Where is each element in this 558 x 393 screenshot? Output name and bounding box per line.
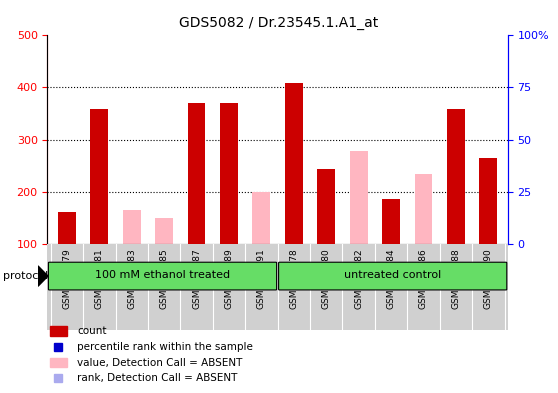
- Bar: [58, 212, 76, 244]
- Text: protocol: protocol: [3, 271, 48, 281]
- Text: GSM1176781: GSM1176781: [95, 248, 104, 309]
- Text: GSM1176788: GSM1176788: [451, 248, 460, 309]
- Bar: [50, 358, 67, 367]
- Text: value, Detection Call = ABSENT: value, Detection Call = ABSENT: [78, 358, 243, 367]
- Text: percentile rank within the sample: percentile rank within the sample: [78, 342, 253, 352]
- Bar: [220, 103, 238, 244]
- Bar: [50, 326, 67, 336]
- Text: GSM1176786: GSM1176786: [419, 248, 428, 309]
- Bar: [479, 158, 497, 244]
- Text: count: count: [78, 326, 107, 336]
- Text: GSM1176780: GSM1176780: [322, 248, 331, 309]
- Text: GSM1176784: GSM1176784: [387, 248, 396, 309]
- Bar: [318, 169, 335, 244]
- Polygon shape: [38, 266, 48, 286]
- Text: GSM1176783: GSM1176783: [127, 248, 136, 309]
- Text: GSM1176787: GSM1176787: [192, 248, 201, 309]
- Bar: [90, 109, 108, 244]
- Text: GSM1176778: GSM1176778: [289, 248, 299, 309]
- FancyBboxPatch shape: [49, 262, 277, 290]
- Bar: [187, 103, 205, 244]
- Text: GSM1176782: GSM1176782: [354, 248, 363, 309]
- Text: GSM1176789: GSM1176789: [224, 248, 233, 309]
- Bar: [415, 174, 432, 244]
- Text: GSM1176779: GSM1176779: [62, 248, 71, 309]
- Text: untreated control: untreated control: [344, 270, 441, 281]
- Text: rank, Detection Call = ABSENT: rank, Detection Call = ABSENT: [78, 373, 238, 384]
- Bar: [382, 199, 400, 244]
- Bar: [187, 132, 205, 244]
- Bar: [123, 210, 141, 244]
- Text: 100 mM ethanol treated: 100 mM ethanol treated: [95, 270, 230, 281]
- Text: GSM1176791: GSM1176791: [257, 248, 266, 309]
- Bar: [285, 83, 303, 244]
- FancyBboxPatch shape: [278, 262, 507, 290]
- Text: GSM1176790: GSM1176790: [484, 248, 493, 309]
- Text: GSM1176785: GSM1176785: [160, 248, 169, 309]
- Bar: [350, 151, 368, 244]
- Bar: [252, 191, 270, 244]
- Bar: [155, 218, 173, 244]
- Text: GDS5082 / Dr.23545.1.A1_at: GDS5082 / Dr.23545.1.A1_at: [179, 16, 379, 30]
- Bar: [447, 109, 465, 244]
